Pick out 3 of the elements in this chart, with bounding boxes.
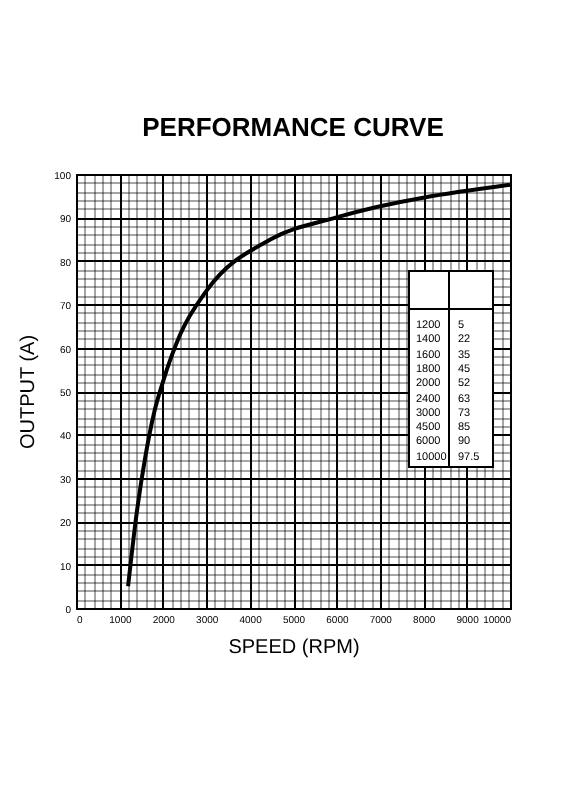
y-axis-title: OUTPUT (A) — [18, 334, 41, 450]
chart-title: PERFORMANCE CURVE — [142, 112, 445, 142]
x-axis-title: SPEED (RPM) — [228, 637, 360, 659]
